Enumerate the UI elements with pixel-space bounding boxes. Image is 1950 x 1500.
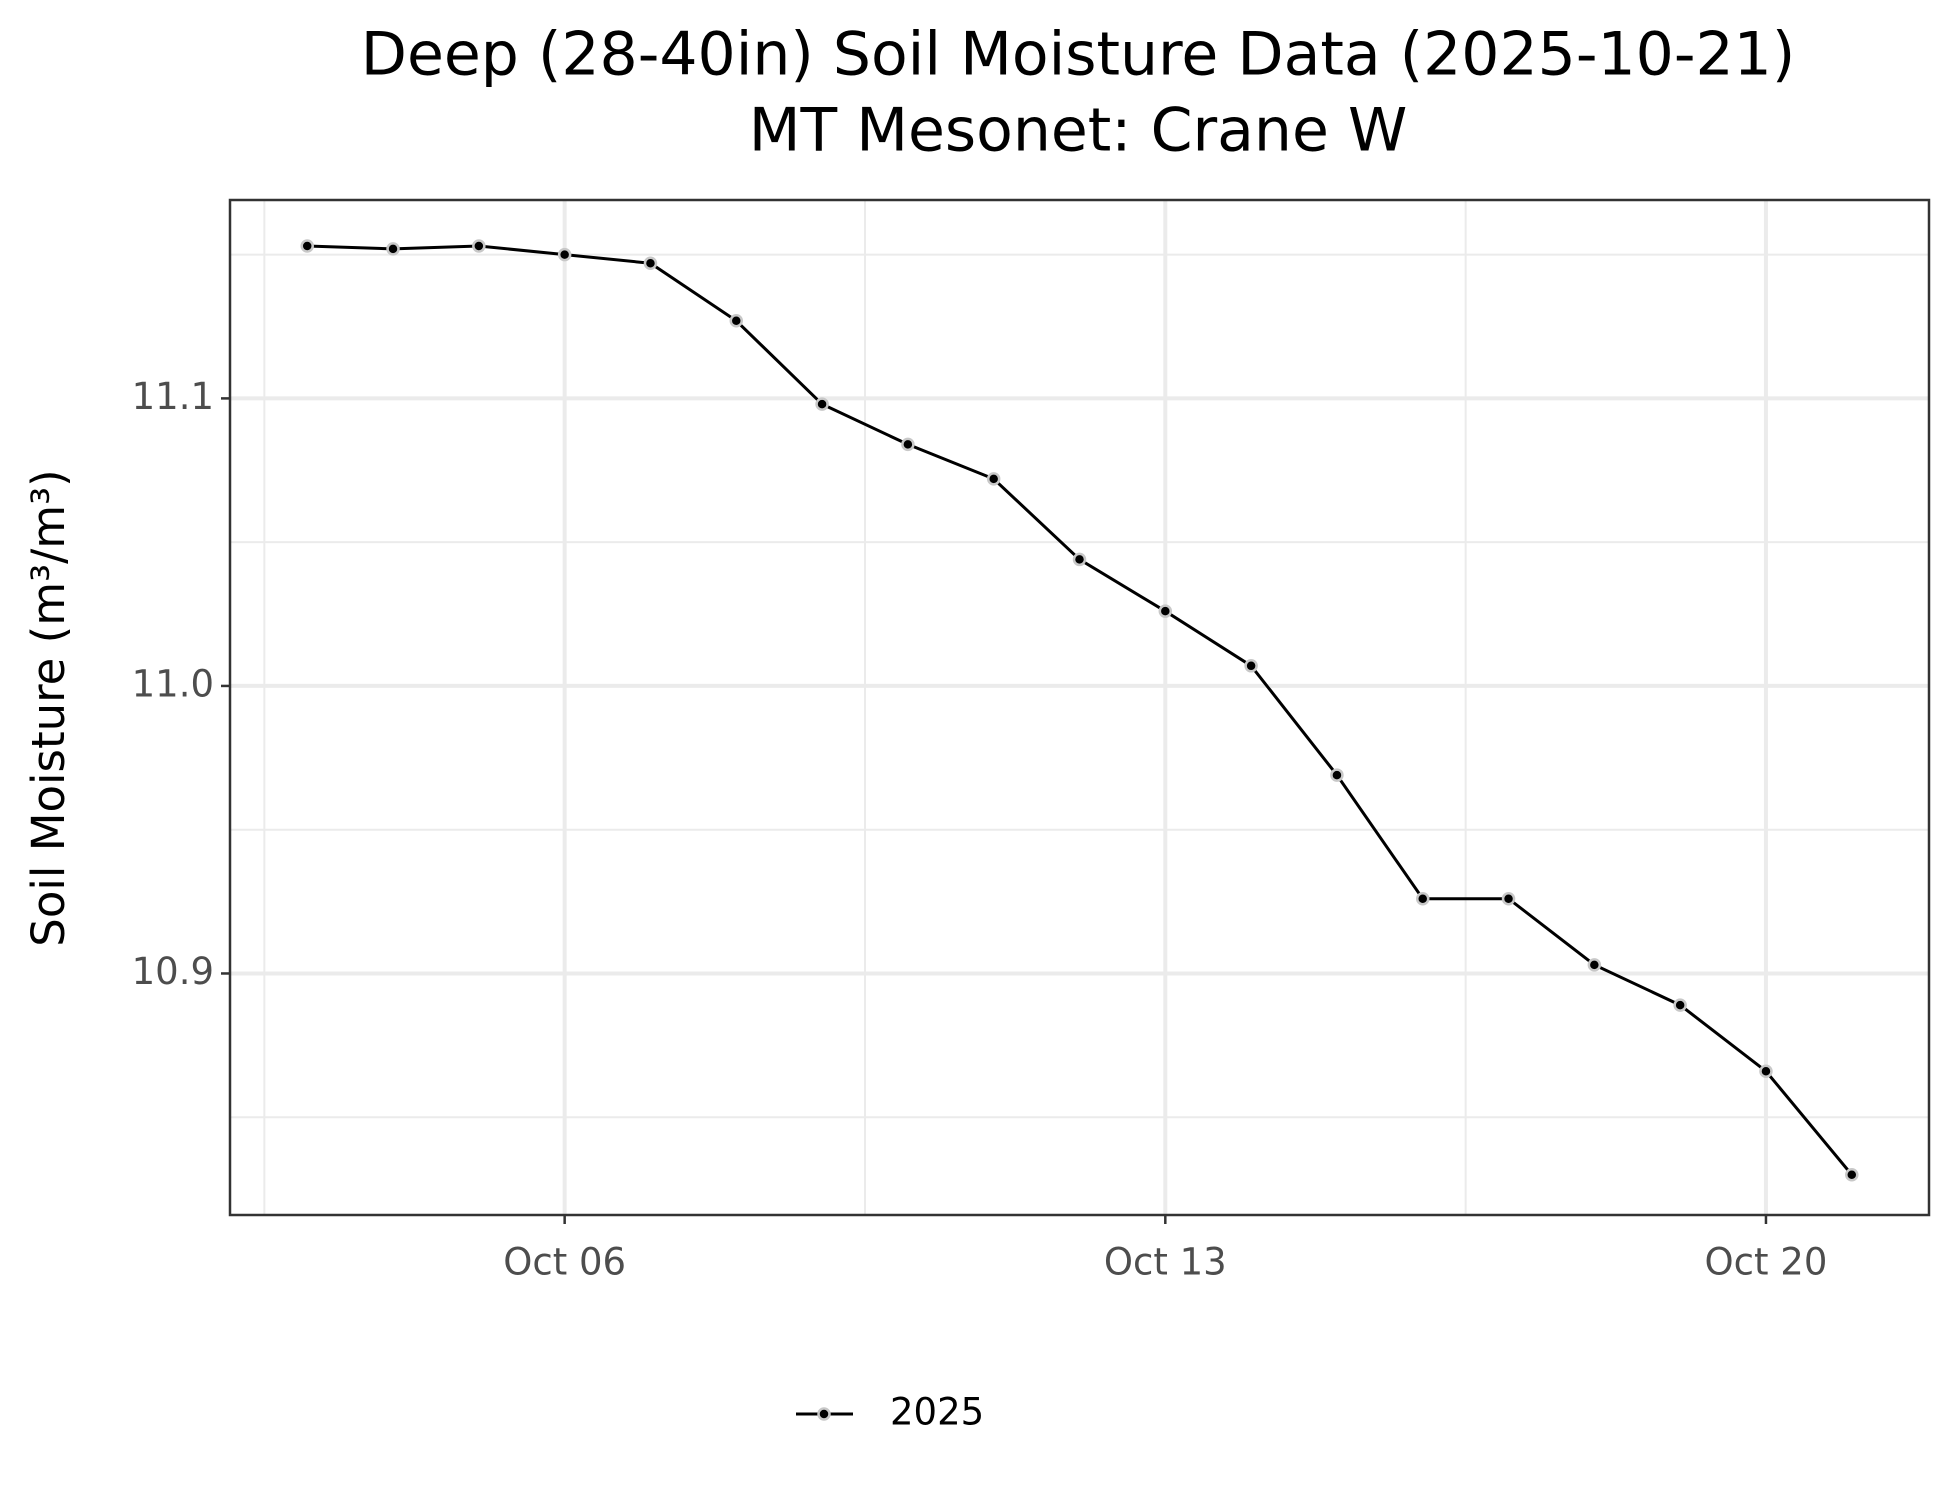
data-point (1501, 891, 1516, 906)
data-point (1244, 659, 1258, 673)
y-axis-label: Soil Moisture (m³/m³) (22, 469, 75, 946)
data-point (643, 256, 658, 271)
data-point (472, 239, 486, 253)
data-point (300, 239, 314, 253)
data-point (815, 397, 829, 411)
data-point (1759, 1064, 1773, 1078)
legend-point (817, 1407, 831, 1421)
data-point (386, 242, 400, 256)
plot-background (230, 200, 1929, 1215)
data-point (1845, 1167, 1859, 1182)
data-point (901, 437, 915, 452)
data-point (557, 247, 572, 262)
data-point (1587, 958, 1602, 972)
data-point (729, 314, 744, 328)
y-tick-label: 11.0 (132, 662, 214, 705)
data-point (1072, 552, 1087, 567)
data-point (1415, 891, 1430, 906)
chart-subtitle: MT Mesonet: Crane W (749, 96, 1408, 166)
legend-label: 2025 (890, 1391, 984, 1434)
plot-border (228, 198, 1931, 1217)
data-point (1330, 768, 1344, 782)
data-point (1158, 604, 1173, 618)
y-tick-label: 10.9 (132, 950, 214, 993)
x-tick-label: Oct 13 (1104, 1241, 1227, 1284)
x-tick-label: Oct 06 (503, 1241, 626, 1284)
data-point (986, 472, 1001, 486)
y-tick-label: 11.1 (132, 375, 214, 418)
chart-title: Deep (28-40in) Soil Moisture Data (2025-… (361, 20, 1795, 90)
x-tick-label: Oct 20 (1705, 1241, 1828, 1284)
data-point (1673, 998, 1687, 1012)
